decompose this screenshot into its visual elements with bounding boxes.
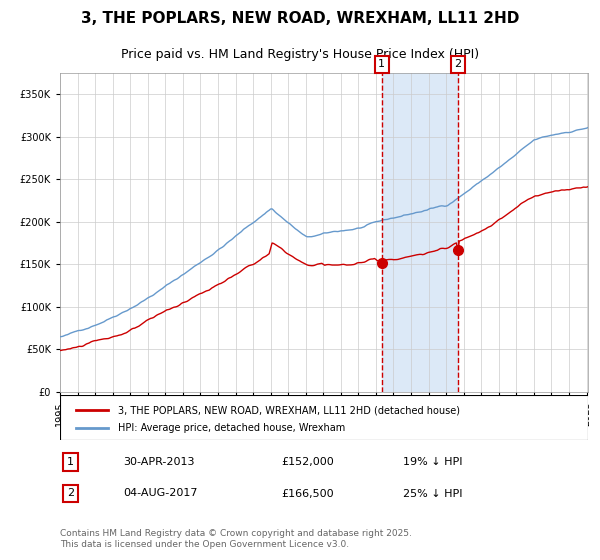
Text: 1: 1 xyxy=(378,59,385,69)
Text: 3, THE POPLARS, NEW ROAD, WREXHAM, LL11 2HD: 3, THE POPLARS, NEW ROAD, WREXHAM, LL11 … xyxy=(81,11,519,26)
Text: 3, THE POPLARS, NEW ROAD, WREXHAM, LL11 2HD (detached house): 3, THE POPLARS, NEW ROAD, WREXHAM, LL11 … xyxy=(118,405,460,416)
Text: 19% ↓ HPI: 19% ↓ HPI xyxy=(403,457,463,467)
FancyBboxPatch shape xyxy=(60,395,588,440)
Text: £152,000: £152,000 xyxy=(282,457,335,467)
Text: HPI: Average price, detached house, Wrexham: HPI: Average price, detached house, Wrex… xyxy=(118,423,346,433)
Text: 25% ↓ HPI: 25% ↓ HPI xyxy=(403,488,463,498)
Text: 2: 2 xyxy=(454,59,461,69)
Text: Price paid vs. HM Land Registry's House Price Index (HPI): Price paid vs. HM Land Registry's House … xyxy=(121,48,479,61)
Text: 2: 2 xyxy=(67,488,74,498)
Bar xyxy=(382,73,458,392)
Text: £166,500: £166,500 xyxy=(282,488,334,498)
Text: 1: 1 xyxy=(67,457,74,467)
Text: 30-APR-2013: 30-APR-2013 xyxy=(124,457,195,467)
Text: 04-AUG-2017: 04-AUG-2017 xyxy=(124,488,198,498)
Text: Contains HM Land Registry data © Crown copyright and database right 2025.
This d: Contains HM Land Registry data © Crown c… xyxy=(60,529,412,549)
